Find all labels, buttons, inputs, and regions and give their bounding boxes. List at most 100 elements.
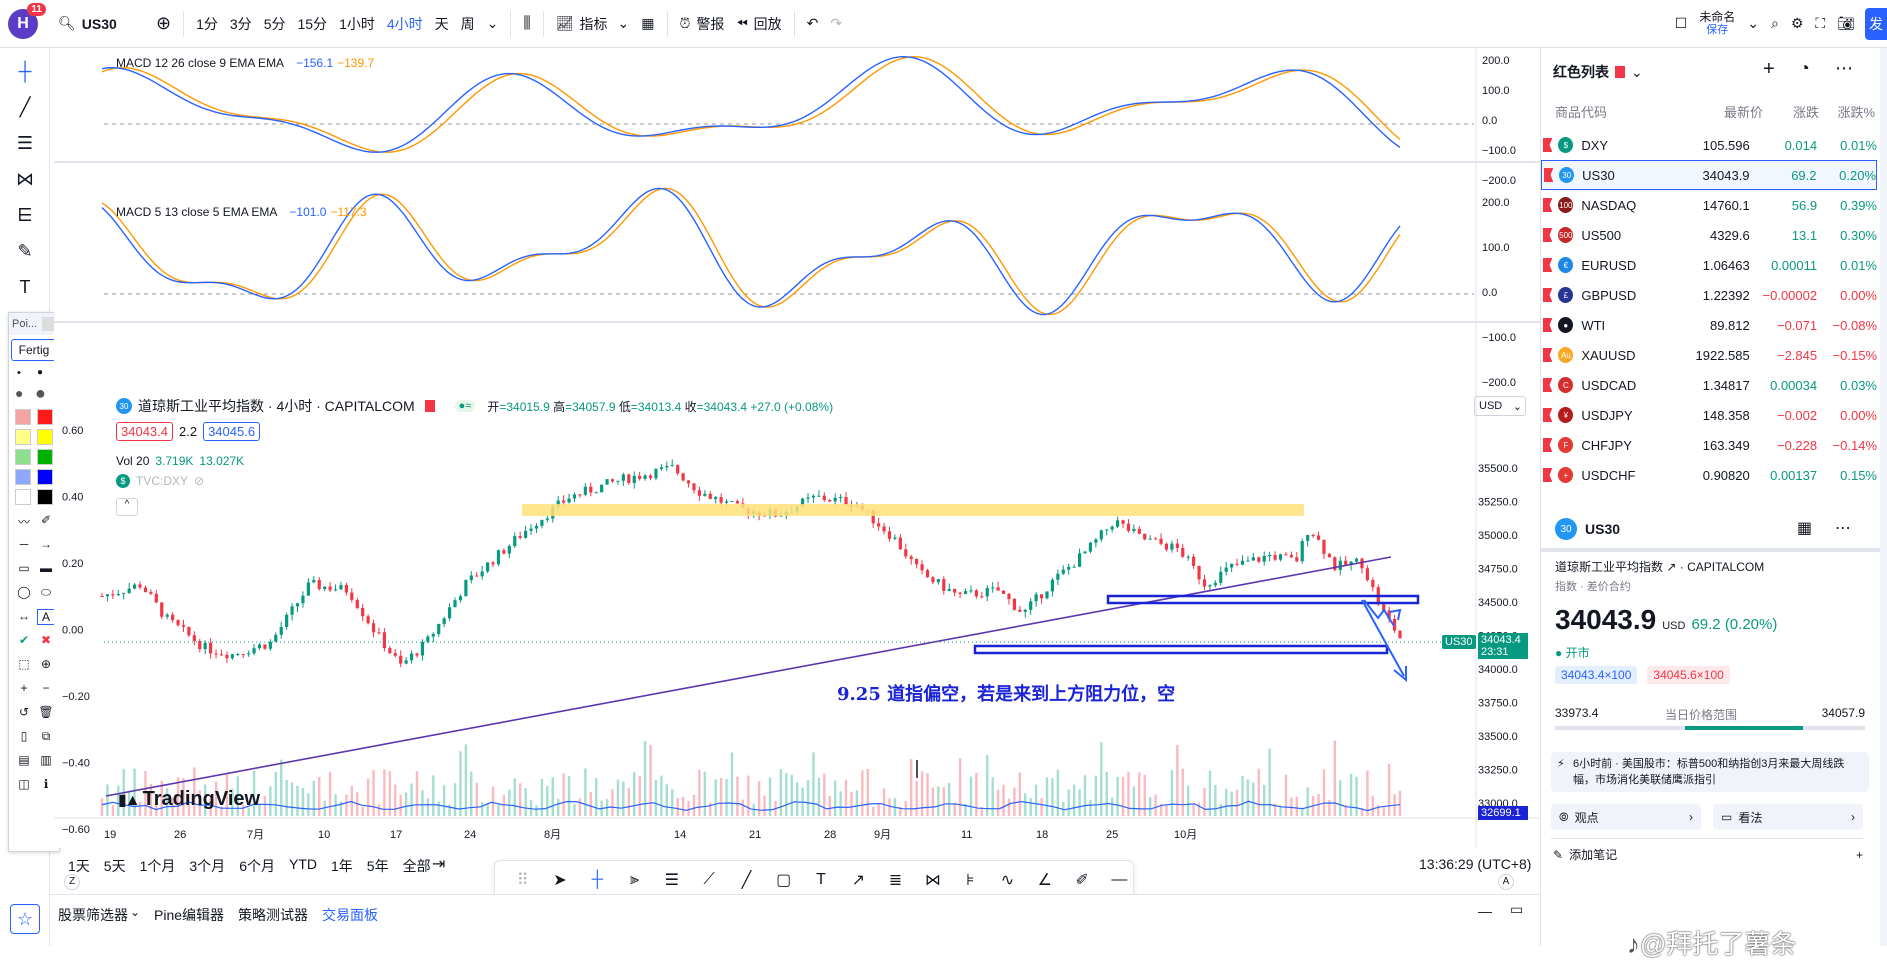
color-swatch[interactable] — [15, 469, 31, 485]
auto-scale-button[interactable]: A — [1498, 874, 1514, 890]
watchlist-row[interactable]: F CHFJPY 163.349 −0.228 −0.14% — [1541, 430, 1877, 460]
indicators-button[interactable]: 📈︎ 指标 ⌄ — [555, 15, 630, 32]
watchlist-col-3[interactable]: 涨跌% — [1837, 105, 1875, 120]
range-button-2[interactable]: 1个月 — [139, 858, 176, 874]
bottom-tab-1[interactable]: Pine编辑器 — [154, 907, 225, 923]
copy-icon[interactable]: ⧉ — [41, 729, 51, 743]
detail-symbol[interactable]: US30 — [1585, 521, 1621, 537]
trend-line-icon[interactable]: ╱ — [19, 96, 31, 117]
dot-medium-icon[interactable]: ● — [37, 367, 44, 378]
undo-icon[interactable]: ↺ — [18, 705, 30, 719]
cross-icon[interactable]: ✖ — [40, 633, 52, 647]
down-arrow[interactable] — [1361, 599, 1405, 677]
more-options-icon[interactable]: ⋯ — [1835, 58, 1853, 78]
dot-small-icon[interactable]: • — [17, 367, 21, 379]
horizontal-line-icon[interactable]: — — [1111, 871, 1128, 888]
interval-5[interactable]: 4小时 — [386, 15, 423, 32]
frame-icon[interactable]: ◫ — [18, 777, 30, 791]
xabcd-icon[interactable]: ⋈ — [924, 872, 941, 889]
interval-dropdown-icon[interactable]: ⌄ — [486, 15, 499, 31]
date-range-icon[interactable]: ⇥ — [432, 856, 446, 873]
color-swatch[interactable] — [37, 449, 53, 465]
color-swatch[interactable] — [15, 409, 31, 425]
compare-plus-icon[interactable]: ⊕ — [156, 13, 172, 33]
trend-line[interactable] — [105, 556, 1392, 797]
watchlist-row[interactable]: Au XAUUSD 1922.585 −2.845 −0.15% — [1541, 340, 1877, 370]
bounce-arrow[interactable] — [1363, 599, 1395, 627]
timezone-z-button[interactable]: Z — [64, 874, 80, 890]
minus-icon[interactable]: − — [42, 681, 50, 695]
watchlist-row[interactable]: ¥ USDJPY 148.358 −0.002 0.00% — [1541, 400, 1877, 430]
watchlist-row[interactable]: € EURUSD 1.06463 0.00011 0.01% — [1541, 250, 1877, 280]
crosshair-tool-icon[interactable]: ┼ — [591, 871, 603, 888]
replay-button[interactable]: ⏪︎ 回放 — [730, 8, 787, 40]
layout-name-button[interactable]: 未命名 保存 — [1693, 8, 1741, 40]
resistance-zone[interactable] — [522, 504, 1304, 516]
collapse-legend-chevron-icon[interactable]: ^ — [116, 498, 138, 516]
watchlist-row[interactable]: + USDCHF 0.90820 0.00137 0.15% — [1541, 460, 1877, 490]
eye-hidden-icon[interactable]: ⊘ — [194, 474, 205, 488]
check-icon[interactable]: ✔ — [18, 633, 30, 647]
watchlist-col-0[interactable]: 商品代码 — [1555, 105, 1608, 120]
ideas-button[interactable]: ⦾ 观点 › — [1551, 804, 1701, 830]
elliott-icon[interactable]: ∿ — [1000, 872, 1015, 889]
interval-6[interactable]: 天 — [434, 15, 449, 32]
text-icon[interactable]: T — [19, 276, 31, 297]
color-swatch[interactable] — [37, 469, 53, 485]
row-flag-icon[interactable] — [1543, 348, 1553, 362]
row-flag-icon[interactable] — [1543, 318, 1553, 332]
text-a-icon[interactable]: A — [37, 609, 55, 625]
detail-ask[interactable]: 34045.6×100 — [1647, 666, 1730, 684]
watchlist-row[interactable]: ● WTI 89.812 −0.071 −0.08% — [1541, 310, 1877, 340]
minimize-icon[interactable]: — — [1478, 903, 1492, 919]
info-icon[interactable]: ℹ — [43, 777, 49, 791]
advanced-view-icon[interactable]: ◔ — [1799, 58, 1810, 78]
text-tool-icon[interactable]: T — [816, 871, 826, 888]
color-swatch[interactable] — [37, 489, 53, 505]
grid-view-icon[interactable]: ▦ — [1797, 520, 1813, 537]
plus-icon[interactable]: + — [20, 681, 28, 695]
red-flag-icon[interactable] — [424, 400, 435, 412]
brush-icon[interactable]: ✎ — [17, 240, 33, 261]
range-button-1[interactable]: 5天 — [103, 858, 126, 874]
dot-large-icon[interactable]: ● — [15, 385, 24, 401]
interval-7[interactable]: 周 — [460, 15, 475, 32]
watchlist-dropdown-icon[interactable]: ⌄ — [1631, 63, 1643, 80]
wave-icon[interactable]: 〰 — [17, 515, 30, 529]
rectangle-icon[interactable]: ▢ — [776, 872, 792, 889]
detail-more-icon[interactable]: ⋯ — [1835, 520, 1851, 537]
redo-icon[interactable]: ↷ — [830, 15, 843, 31]
eraser-icon[interactable]: ✐ — [40, 513, 52, 527]
color-swatch[interactable] — [37, 409, 53, 425]
watchlist-header[interactable]: 红色列表 ⌄ — [1553, 62, 1643, 82]
range-button-5[interactable]: YTD — [288, 856, 317, 872]
support-box-upper[interactable] — [1106, 594, 1420, 605]
double-arrow-icon[interactable]: ↔ — [18, 609, 30, 623]
tradingview-logo[interactable]: ▮▲ TradingView — [118, 788, 260, 811]
brush-tool-icon[interactable]: ✐ — [1075, 872, 1089, 889]
external-link-icon[interactable]: ↗ — [1666, 560, 1677, 574]
range-button-0[interactable]: 1天 — [68, 858, 90, 874]
watchlist-row[interactable]: 500 US500 4329.6 13.1 0.30% — [1541, 220, 1877, 250]
angle-icon[interactable]: ∠ — [1037, 872, 1052, 889]
publish-button[interactable]: 发 — [1865, 7, 1887, 40]
page-icon[interactable]: ▯ — [20, 729, 28, 743]
crosshair-icon[interactable]: ┼ — [18, 60, 32, 81]
fib-icon[interactable]: ☰ — [16, 132, 34, 153]
layout-dropdown-icon[interactable]: ⌄ — [1747, 15, 1759, 31]
favorites-star-icon[interactable]: ☆ — [10, 904, 40, 934]
color-swatch[interactable] — [15, 429, 31, 445]
watchlist-col-2[interactable]: 涨跌 — [1792, 105, 1819, 120]
fullscreen-icon[interactable]: ⛶ — [1815, 15, 1826, 31]
sell-button[interactable]: 34043.4 — [116, 422, 173, 441]
detail-bid[interactable]: 34043.4×100 — [1555, 666, 1638, 684]
range-button-6[interactable]: 1年 — [330, 858, 353, 874]
add-note-row[interactable]: ✎ 添加笔记 + — [1553, 846, 1863, 863]
interval-4[interactable]: 1小时 — [339, 15, 375, 32]
watchlist-row[interactable]: C USDCAD 1.34817 0.00034 0.03% — [1541, 370, 1877, 400]
add-note-plus-icon[interactable]: + — [1855, 847, 1863, 862]
panel-divider[interactable] — [1541, 548, 1881, 552]
ellipse-outline-icon[interactable]: ◯ — [17, 585, 31, 599]
watchlist-row[interactable]: $ DXY 105.596 0.014 0.01% — [1541, 130, 1877, 160]
watchlist-col-1[interactable]: 最新价 — [1723, 105, 1763, 120]
